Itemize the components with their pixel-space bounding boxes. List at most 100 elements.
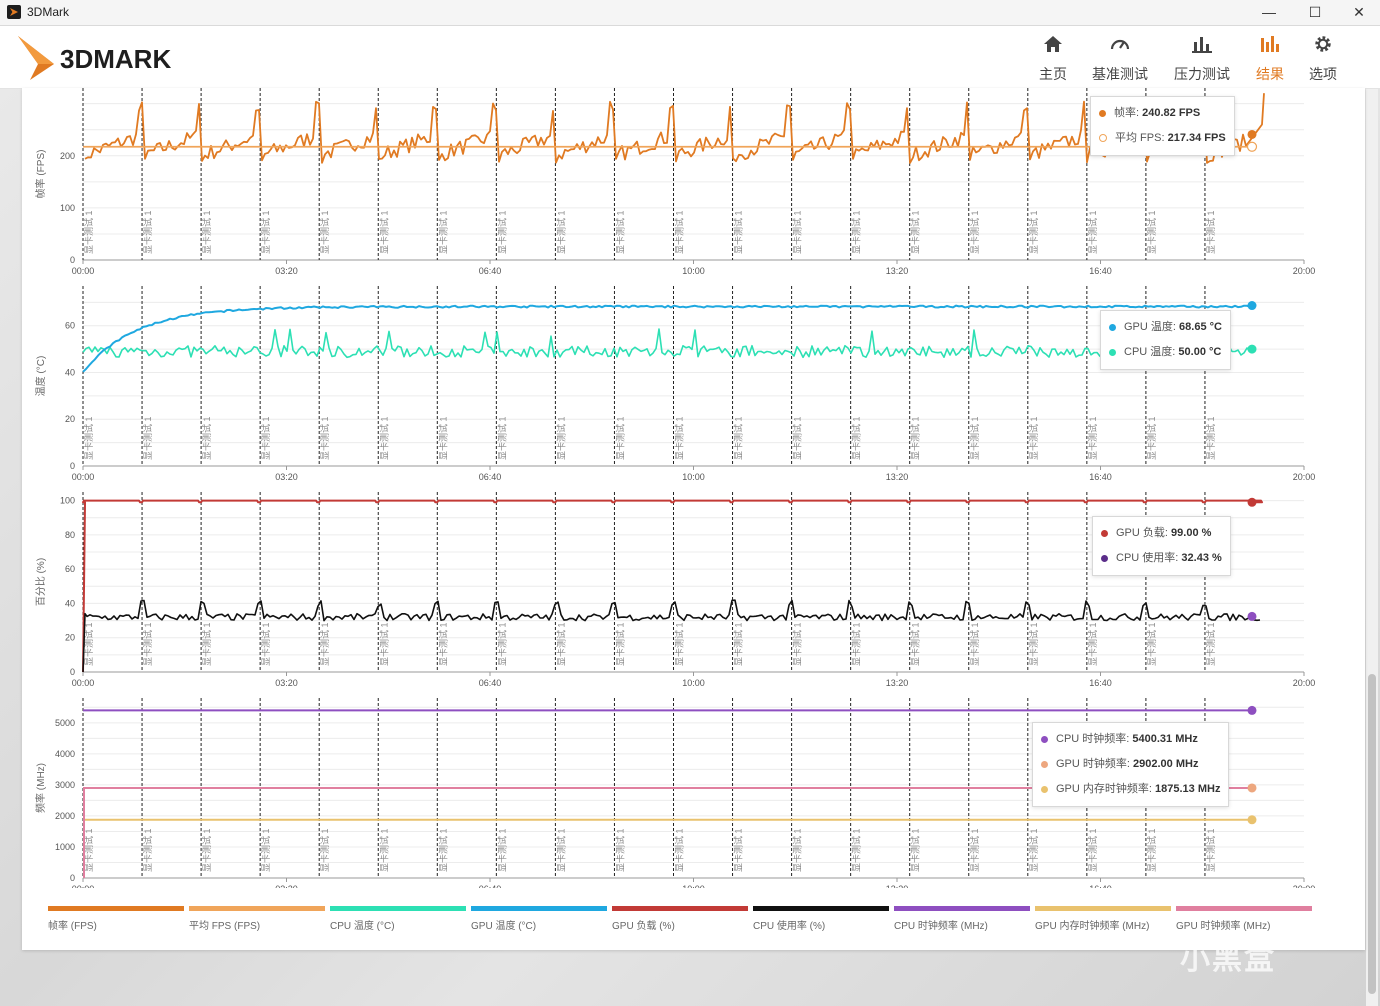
y-tick-label: 0 [70, 461, 75, 471]
cpu-usage-line [82, 599, 1261, 673]
loop-marker-label: 显卡测试 1 [555, 210, 566, 254]
x-tick-label: 16:40 [1089, 472, 1112, 482]
legend-item[interactable]: CPU 使用率 (%) [753, 906, 889, 932]
loop-marker-label: 显卡测试 1 [1205, 416, 1216, 460]
chart-2: 0 20 40 60 00:00 03:20 06:40 10:00 13:20 16:40 20:… [34, 286, 1315, 482]
legend-swatch [894, 906, 1030, 911]
tooltip-label: 平均 FPS [1115, 132, 1162, 144]
app-logo-icon [7, 5, 21, 19]
legend-item[interactable]: GPU 内存时钟频率 (MHz) [1035, 906, 1171, 932]
results-panel: 0 100 200 00:00 03:20 06:40 10:00 13:20 16:40 20:… [22, 88, 1365, 950]
nav-benchmark[interactable]: 基准测试 [1088, 26, 1152, 88]
loop-marker-label: 显卡测试 1 [614, 416, 625, 460]
y-tick-label: 20 [65, 414, 75, 424]
loop-marker-label: 显卡测试 1 [201, 210, 212, 254]
loop-marker-label: 显卡测试 1 [1087, 416, 1098, 460]
y-tick-label: 0 [70, 873, 75, 883]
legend-swatch [1176, 906, 1312, 911]
loop-marker-label: 显卡测试 1 [910, 210, 921, 254]
gpu-load-line [82, 499, 1263, 673]
window-title: 3DMark [27, 5, 70, 19]
x-tick-label: 10:00 [682, 678, 705, 688]
loop-marker-label: 显卡测试 1 [319, 828, 330, 872]
loop-marker-label: 显卡测试 1 [733, 828, 744, 872]
fps-dot-icon [1099, 109, 1106, 117]
loop-marker-label: 显卡测试 1 [1028, 416, 1039, 460]
cpu-usage-end-dot [1247, 611, 1257, 621]
tooltip-value: 240.82 FPS [1142, 107, 1201, 119]
loop-marker-label: 显卡测试 1 [555, 828, 566, 872]
legend-item[interactable]: GPU 温度 (°C) [471, 906, 607, 932]
loop-marker-label: 显卡测试 1 [378, 210, 389, 254]
loop-marker-label: 显卡测试 1 [910, 622, 921, 666]
loop-marker-label: 显卡测试 1 [733, 416, 744, 460]
cpu-temp-dot-icon [1109, 348, 1116, 356]
loop-marker-label: 显卡测试 1 [792, 622, 803, 666]
legend-label: 帧率 (FPS) [48, 921, 97, 932]
x-tick-label: 10:00 [682, 884, 705, 888]
loop-marker-label: 显卡测试 1 [733, 622, 744, 666]
gpu-load-dot-icon [1101, 529, 1108, 537]
legend-item[interactable]: GPU 负载 (%) [612, 906, 748, 932]
legend-item[interactable]: 平均 FPS (FPS) [189, 906, 325, 932]
x-tick-label: 00:00 [72, 266, 95, 276]
y-tick-label: 5000 [55, 718, 75, 728]
loop-marker-label: 显卡测试 1 [851, 828, 862, 872]
y-tick-label: 0 [70, 667, 75, 677]
nav-stress-test[interactable]: 压力测试 [1170, 26, 1234, 88]
loop-marker-label: 显卡测试 1 [260, 210, 271, 254]
loop-marker-label: 显卡测试 1 [260, 828, 271, 872]
y-axis-label: 频率 (MHz) [34, 763, 47, 813]
loop-marker-label: 显卡测试 1 [851, 622, 862, 666]
cpu-temp-end-dot [1247, 344, 1257, 354]
legend-item[interactable]: CPU 温度 (°C) [330, 906, 466, 932]
results-icon [1250, 26, 1290, 64]
loop-marker-label: 显卡测试 1 [792, 828, 803, 872]
minimize-button[interactable]: — [1262, 4, 1276, 20]
legend-swatch [612, 906, 748, 911]
legend-label: 平均 FPS (FPS) [189, 921, 261, 932]
cpu-clock-end-dot [1247, 705, 1257, 715]
tooltip-label: GPU 温度 [1124, 321, 1173, 333]
x-tick-label: 16:40 [1089, 266, 1112, 276]
scrollbar-thumb[interactable] [1368, 674, 1376, 994]
legend-item[interactable]: GPU 时钟频率 (MHz) [1176, 906, 1312, 932]
nav-home[interactable]: 主页 [1032, 26, 1074, 88]
loop-marker-label: 显卡测试 1 [1028, 210, 1039, 254]
nav-options-label: 选项 [1309, 66, 1337, 82]
nav-options[interactable]: 选项 [1304, 26, 1342, 88]
tooltip-label: CPU 温度 [1124, 346, 1173, 358]
gpu-mem-clock-end-dot [1247, 815, 1257, 825]
y-axis-label: 百分比 (%) [35, 558, 47, 606]
x-tick-label: 13:20 [886, 884, 909, 888]
y-tick-label: 60 [65, 564, 75, 574]
nav-stress-test-label: 压力测试 [1174, 66, 1230, 82]
x-tick-label: 20:00 [1293, 678, 1316, 688]
y-tick-label: 100 [60, 496, 75, 506]
loop-marker-label: 显卡测试 1 [1205, 210, 1216, 254]
x-tick-label: 03:20 [275, 884, 298, 888]
loop-marker-label: 显卡测试 1 [969, 622, 980, 666]
tooltip-label: CPU 时钟频率 [1056, 733, 1127, 745]
legend-swatch [1035, 906, 1171, 911]
loop-marker-label: 显卡测试 1 [969, 416, 980, 460]
legend-item[interactable]: CPU 时钟频率 (MHz) [894, 906, 1030, 932]
gear-icon [1304, 26, 1342, 64]
x-tick-label: 00:00 [72, 678, 95, 688]
loop-marker-label: 显卡测试 1 [1028, 622, 1039, 666]
y-tick-label: 20 [65, 633, 75, 643]
maximize-button[interactable]: ☐ [1308, 4, 1322, 20]
y-axis-label: 温度 (°C) [34, 356, 47, 397]
loop-marker-label: 显卡测试 1 [437, 416, 448, 460]
legend-label: GPU 内存时钟频率 (MHz) [1035, 921, 1150, 932]
legend-label: CPU 时钟频率 (MHz) [894, 921, 988, 932]
nav-results[interactable]: 结果 [1250, 26, 1290, 88]
close-button[interactable]: ✕ [1353, 4, 1365, 20]
page-scrollbar[interactable] [1366, 89, 1378, 1006]
loop-marker-label: 显卡测试 1 [614, 622, 625, 666]
loop-marker-label: 显卡测试 1 [142, 416, 153, 460]
legend-item[interactable]: 帧率 (FPS) [48, 906, 184, 932]
x-tick-label: 03:20 [275, 678, 298, 688]
loop-marker-label: 显卡测试 1 [83, 828, 94, 872]
loop-marker-label: 显卡测试 1 [1146, 210, 1157, 254]
